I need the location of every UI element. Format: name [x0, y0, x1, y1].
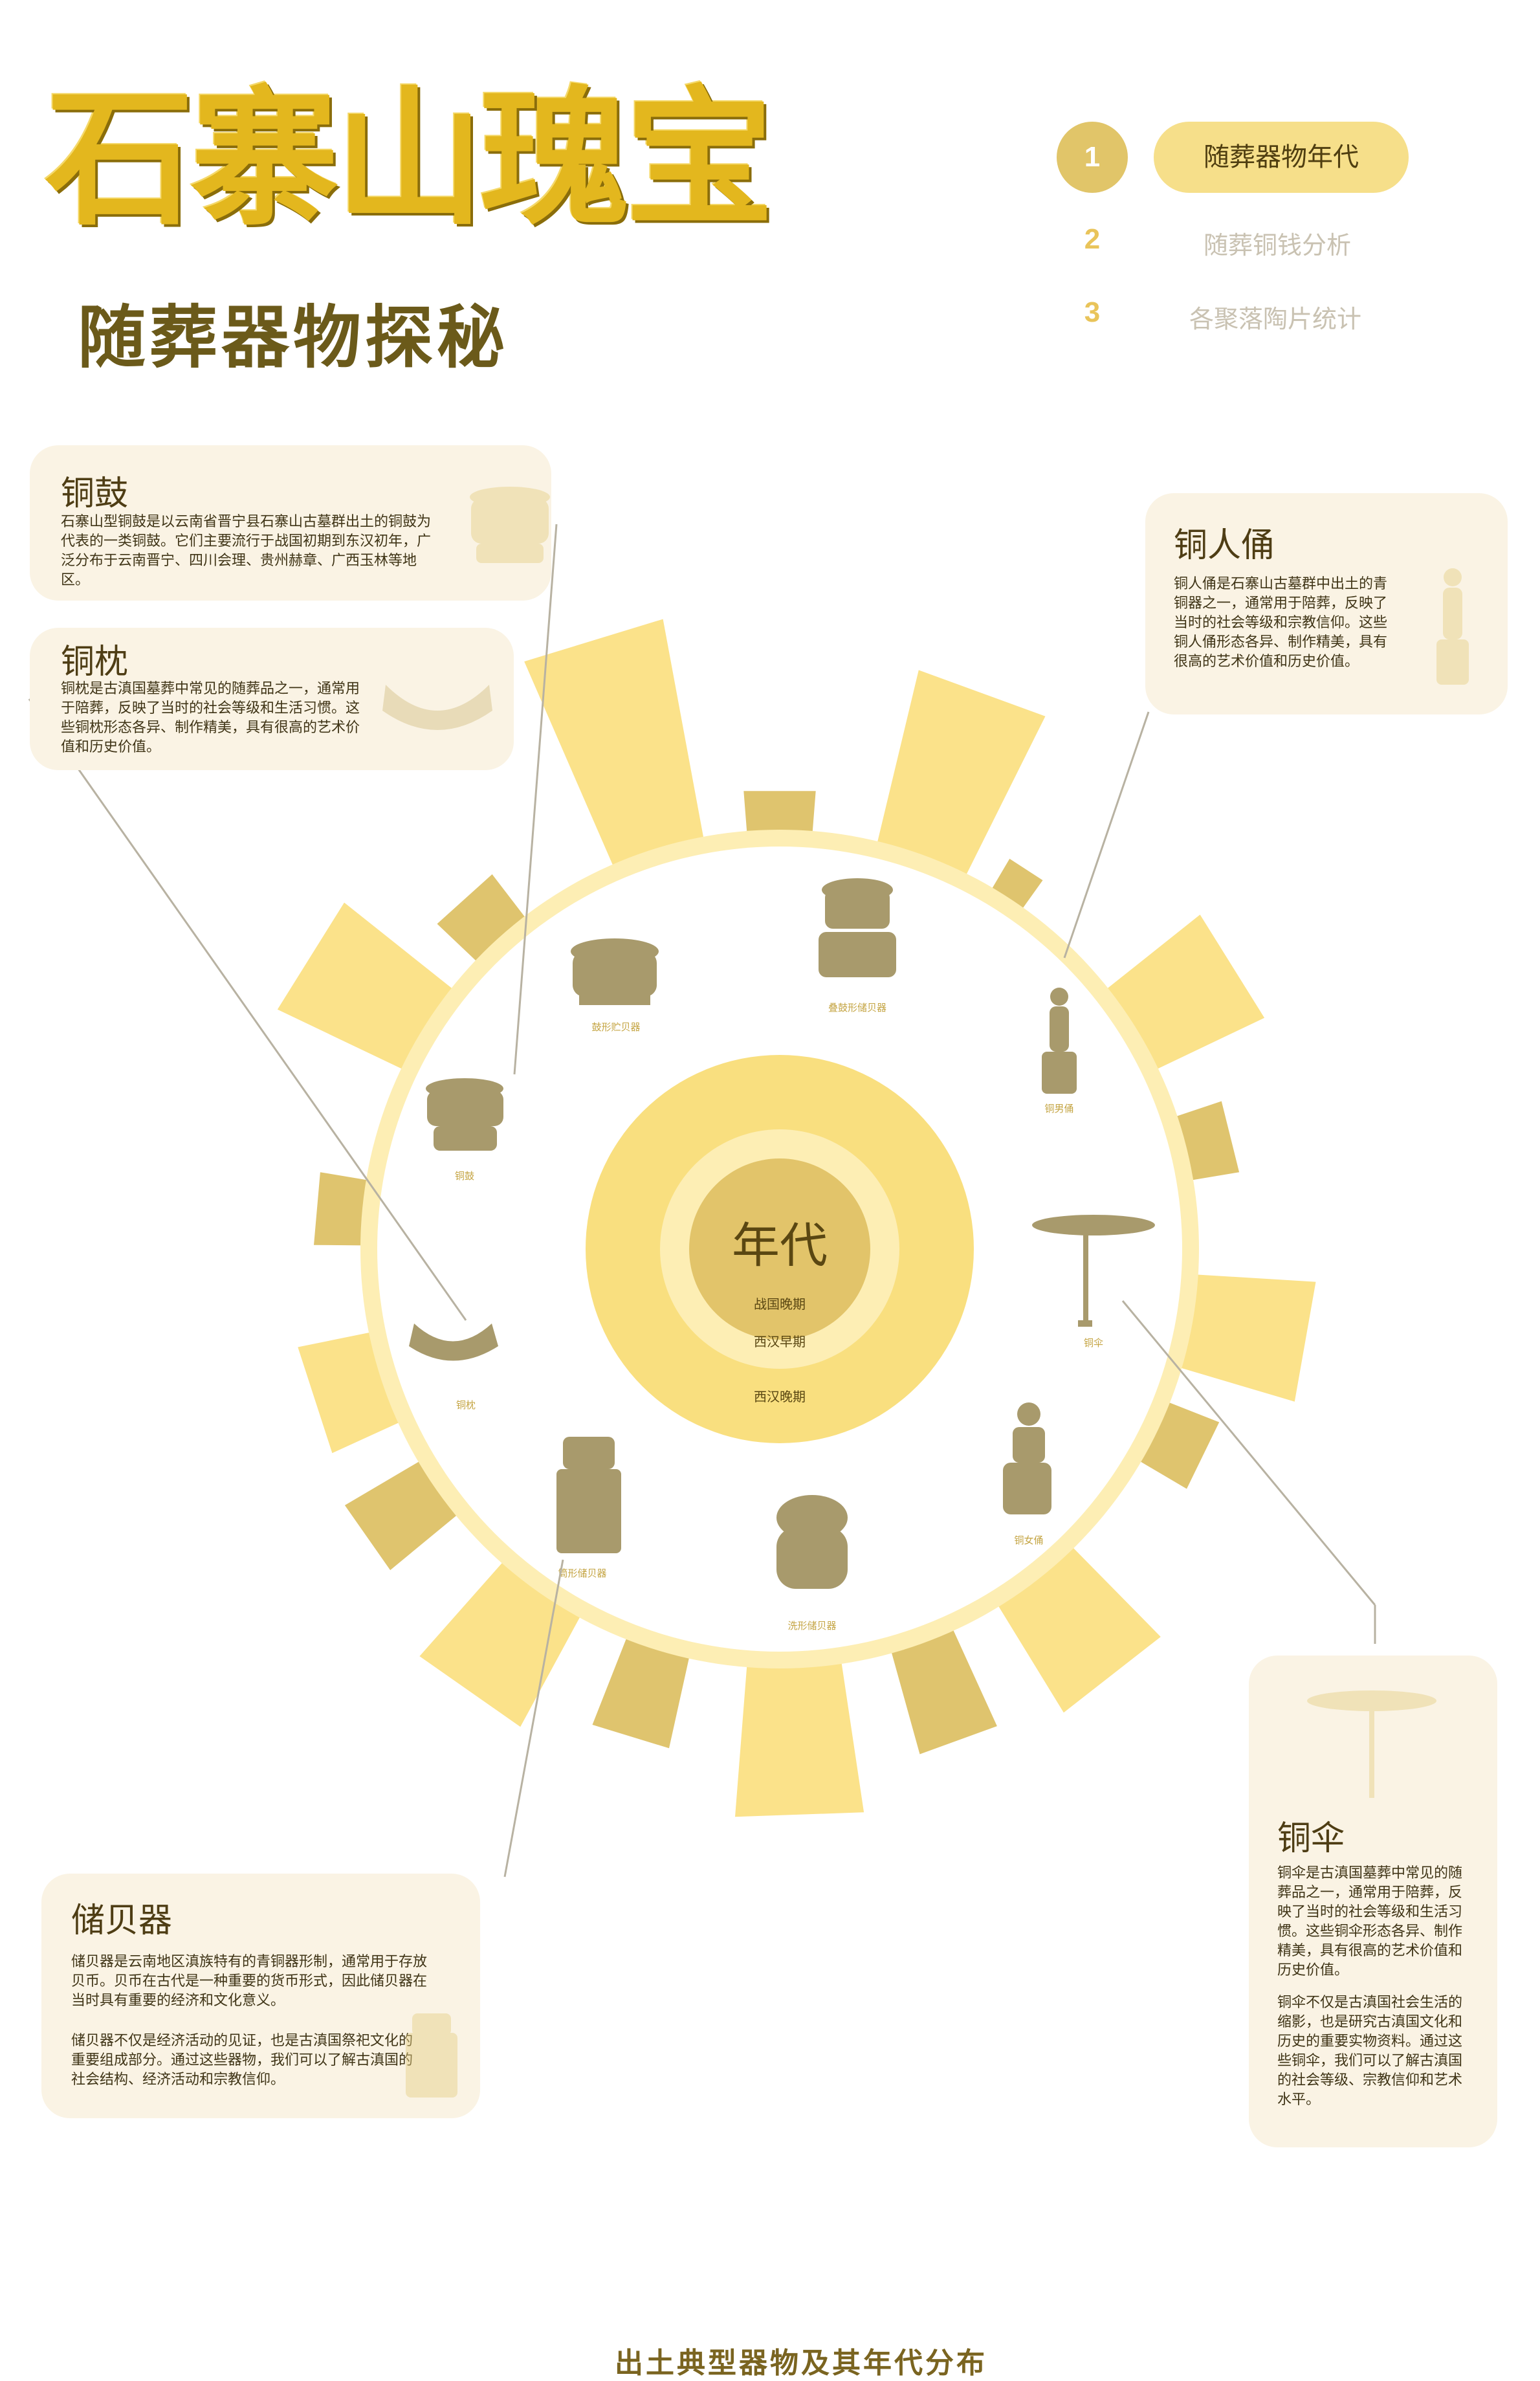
card-tongzhen-text: 铜枕是古滇国墓葬中常见的随葬品之一，通常用于陪葬，反映了当时的社会等级和生活习惯…: [61, 681, 360, 755]
step-3-number[interactable]: 3: [1084, 296, 1101, 328]
ring-label-2: 西汉早期: [754, 1334, 806, 1349]
artifact-male-figure-icon[interactable]: [1042, 988, 1077, 1094]
center-core: [689, 1158, 870, 1340]
step-1-button[interactable]: 随葬器物年代: [1154, 122, 1409, 193]
artifact-female-figure-icon[interactable]: [1003, 1402, 1051, 1514]
step-2-number[interactable]: 2: [1084, 223, 1101, 255]
page-title: 石寨山瑰宝: [45, 71, 774, 246]
center-title: 年代: [732, 1218, 828, 1274]
radial-chart: 年代 战国晚期 西汉早期 西汉晚期 鼓形贮贝器 叠鼓形储贝器 铜男俑 铜伞 铜女…: [28, 524, 1376, 1877]
artifact-pillow-icon[interactable]: [409, 1323, 498, 1361]
card-tongsan-text-1: 铜伞是古滇国墓葬中常见的随葬品之一，通常用于陪葬，反映了当时的社会等级和生活习惯…: [1277, 1865, 1463, 1978]
card-tongsan-text-2: 铜伞不仅是古滇国社会生活的缩影，也是研究古滇国文化和历史的重要实物资料。通过这些…: [1277, 1995, 1463, 2108]
card-tongzhen-title: 铜枕: [61, 643, 129, 681]
umbrella-thumbnail-icon: [1307, 1690, 1436, 1798]
card-tongsan: 铜伞 铜伞是古滇国墓葬中常见的随葬品之一，通常用于陪葬，反映了当时的社会等级和生…: [1249, 1656, 1497, 2147]
drum-thumbnail-icon: [470, 487, 550, 563]
page-subtitle: 随葬器物探秘: [78, 298, 509, 377]
card-tongzhen: 铜枕 铜枕是古滇国墓葬中常见的随葬品之一，通常用于陪葬，反映了当时的社会等级和生…: [30, 628, 514, 770]
step-3-button[interactable]: 各聚落陶片统计: [1189, 305, 1362, 333]
artifact-label-5: 铜女俑: [1014, 1534, 1043, 1546]
card-tongrenyong-title: 铜人俑: [1174, 526, 1275, 565]
card-chubeiqi-text-2: 储贝器不仅是经济活动的见证，也是古滇国祭祀文化的重要组成部分。通过这些器物，我们…: [71, 2033, 413, 2088]
card-chubeiqi-title: 储贝器: [71, 1901, 173, 1940]
artifact-label-4: 铜伞: [1084, 1337, 1103, 1349]
leader-lines: [28, 524, 1376, 1877]
card-tongrenyong: 铜人俑 铜人俑是石寨山古墓群中出土的青铜器之一，通常用于陪葬，反映了当时的社会等…: [1145, 493, 1508, 714]
artifact-cylinder-container-icon[interactable]: [556, 1437, 621, 1553]
artifact-drum-icon[interactable]: [426, 1078, 503, 1151]
artifact-label-7: 筒形储贝器: [558, 1567, 606, 1579]
radial-bar-3: [870, 670, 1046, 902]
artifact-label-9: 铜鼓: [455, 1170, 474, 1182]
card-tongrenyong-text: 铜人俑是石寨山古墓群中出土的青铜器之一，通常用于陪葬，反映了当时的社会等级和宗教…: [1174, 576, 1388, 670]
ring-label-3: 西汉晚期: [754, 1389, 806, 1404]
ring-label-1: 战国晚期: [754, 1296, 806, 1312]
card-tonggu: 铜鼓 石寨山型铜鼓是以云南省晋宁县石寨山古墓群出土的铜鼓为代表的一类铜鼓。它们主…: [30, 445, 551, 601]
artifact-label-6: 洗形储贝器: [787, 1620, 836, 1632]
card-tonggu-text: 石寨山型铜鼓是以云南省晋宁县石寨山古墓群出土的铜鼓为代表的一类铜鼓。它们主要流行…: [61, 514, 432, 588]
figure-thumbnail-icon: [1436, 568, 1469, 685]
artifact-drum-container-icon[interactable]: [571, 938, 659, 1005]
artifact-label-3: 铜男俑: [1044, 1103, 1073, 1114]
artifact-label-8: 铜枕: [456, 1399, 476, 1411]
step-1-number[interactable]: 1: [1057, 122, 1128, 193]
pillow-thumbnail-icon: [382, 685, 492, 730]
radial-bar-1: [524, 619, 709, 893]
radial-bar-11: [735, 1633, 864, 1817]
card-chubeiqi: 储贝器 储贝器是云南地区滇族特有的青铜器形制，通常用于存放贝币。贝币在古代是一种…: [41, 1874, 480, 2118]
chart-caption: 出土典型器物及其年代分布: [615, 2347, 987, 2380]
card-tonggu-title: 铜鼓: [61, 474, 129, 513]
step-2-button[interactable]: 随葬铜钱分析: [1204, 231, 1352, 260]
artifact-umbrella-icon[interactable]: [1032, 1215, 1155, 1327]
container-thumbnail-icon: [406, 2013, 457, 2098]
card-chubeiqi-text-1: 储贝器是云南地区滇族特有的青铜器形制，通常用于存放贝币。贝币在古代是一种重要的货…: [71, 1954, 428, 2009]
artifact-label-2: 叠鼓形储贝器: [828, 1002, 886, 1013]
artifact-stacked-drum-icon[interactable]: [819, 878, 896, 977]
card-tongsan-title: 铜伞: [1277, 1819, 1345, 1858]
artifact-basin-container-icon[interactable]: [776, 1495, 848, 1589]
artifact-label-1: 鼓形贮贝器: [591, 1021, 640, 1033]
